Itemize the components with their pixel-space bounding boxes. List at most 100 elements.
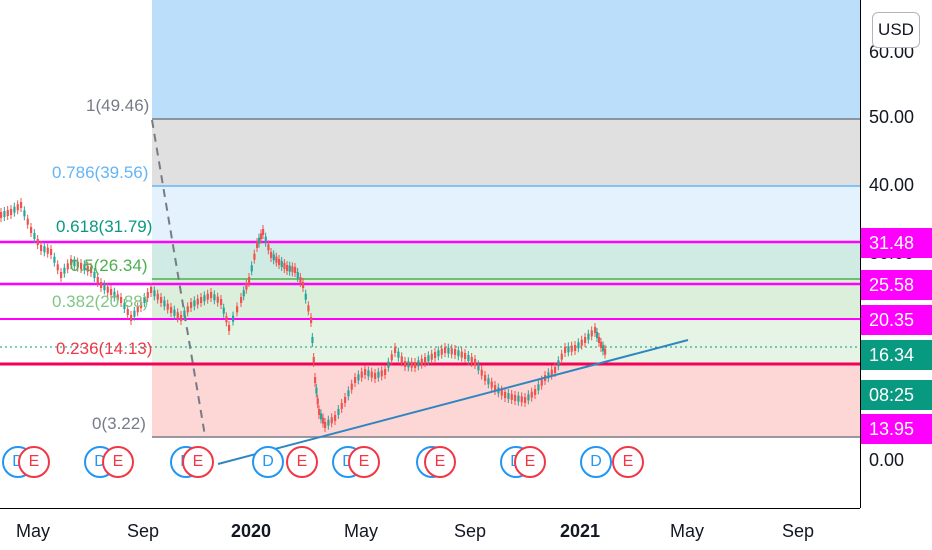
candle-body [291,266,294,273]
candle-body [514,395,517,401]
candle-body [420,358,423,365]
candle-body [270,252,273,258]
candle-body [196,298,199,305]
candle-body [327,419,330,426]
candle-body [380,370,383,377]
candle-body [487,378,490,385]
candle-body [334,415,337,421]
earnings-event-badge[interactable]: E [348,446,380,478]
last-price-tag: 16.34 [861,340,932,370]
earnings-event-badge[interactable]: E [286,446,318,478]
candle-body [193,300,196,307]
candle-body [530,391,533,398]
candle-body [40,245,43,251]
dividend-event-badge[interactable]: D [252,446,284,478]
candle-body [275,256,278,263]
candle-body [220,299,223,305]
time-scale[interactable]: May Sep 2020 May Sep 2021 May Sep [0,508,860,550]
candle-body [143,297,146,303]
candle-body [0,212,3,218]
candle-body [364,369,367,375]
candle-body [574,345,577,351]
time-label-sep-2020: Sep [453,521,487,541]
trendline[interactable] [217,339,689,465]
candle-body [324,422,327,428]
candle-body [267,244,270,251]
candle-body [507,393,510,399]
candle-body [173,309,176,316]
fib-label-0786: 0.786(39.56) [52,163,149,182]
candle-body [347,390,350,397]
candle-body [20,202,23,208]
candle-body [299,277,302,283]
candle-body [524,397,527,403]
earnings-event-badge[interactable]: E [182,446,214,478]
candle-body [600,342,603,348]
candle-body [3,211,6,217]
candle-body [130,315,133,321]
price-scale[interactable]: 60.00 50.00 40.00 30.00 0.00 31.48 25.58… [860,0,932,508]
candle-body [534,389,537,395]
candle-body [564,347,567,353]
candle-body [587,333,590,340]
candle-body [232,315,235,322]
candle-body [377,371,380,378]
time-label-2021: 2021 [559,521,601,541]
candle-body [302,282,305,288]
currency-button[interactable]: USD [872,12,920,48]
candle-body [206,293,209,300]
candle-body [113,291,116,298]
countdown-tag: 08:25 [861,380,932,410]
candle-body [384,369,387,375]
candle-body [264,236,267,243]
candle-body [354,377,357,383]
candle-body [424,357,427,363]
candle-body [176,312,179,319]
price-tag-25-58: 25.58 [861,270,932,300]
candle-body [537,384,540,391]
candle-body [440,348,443,355]
candle-body [350,383,353,390]
candle-body [400,356,403,363]
fib-trend-dashed-line [151,119,206,437]
candle-body [467,355,470,361]
candle-body [10,209,13,215]
candle-body [540,379,543,386]
candle-body [494,385,497,391]
candle-body [390,354,393,361]
candle-body [183,310,186,317]
candle-body [86,265,89,272]
earnings-event-badge[interactable]: E [424,446,456,478]
candle-body [56,264,59,271]
earnings-event-badge[interactable]: E [18,446,50,478]
candle-body [311,337,314,343]
candle-body [296,272,299,278]
candle-body [316,398,319,405]
candle-body [6,210,9,216]
time-label-sep-2021: Sep [781,521,815,541]
candle-body [312,357,315,363]
chart-canvas[interactable] [0,0,860,508]
candle-body [360,371,363,378]
candle-body [340,403,343,409]
candle-body [288,265,291,272]
candle-body [517,395,520,402]
earnings-event-badge[interactable]: E [102,446,134,478]
chart-pane[interactable]: 1(49.46) 0.786(39.56) 0.618(31.79) 0.5(2… [0,0,860,508]
fib-label-0382: 0.382(20.88) [52,292,149,311]
dividend-event-badge[interactable]: D [580,446,612,478]
candle-body [464,353,467,359]
earnings-event-badge[interactable]: E [612,446,644,478]
candle-body [156,293,159,300]
candle-body [590,330,593,337]
price-tag-31-48: 31.48 [861,228,932,258]
candle-body [133,310,136,317]
candle-body [200,297,203,303]
candle-body [116,294,119,301]
candle-body [470,357,473,363]
candle-body [228,325,231,331]
time-label-may-2019: May [15,521,51,541]
candle-body [93,272,96,278]
earnings-event-badge[interactable]: E [514,446,546,478]
candle-body [30,227,33,233]
